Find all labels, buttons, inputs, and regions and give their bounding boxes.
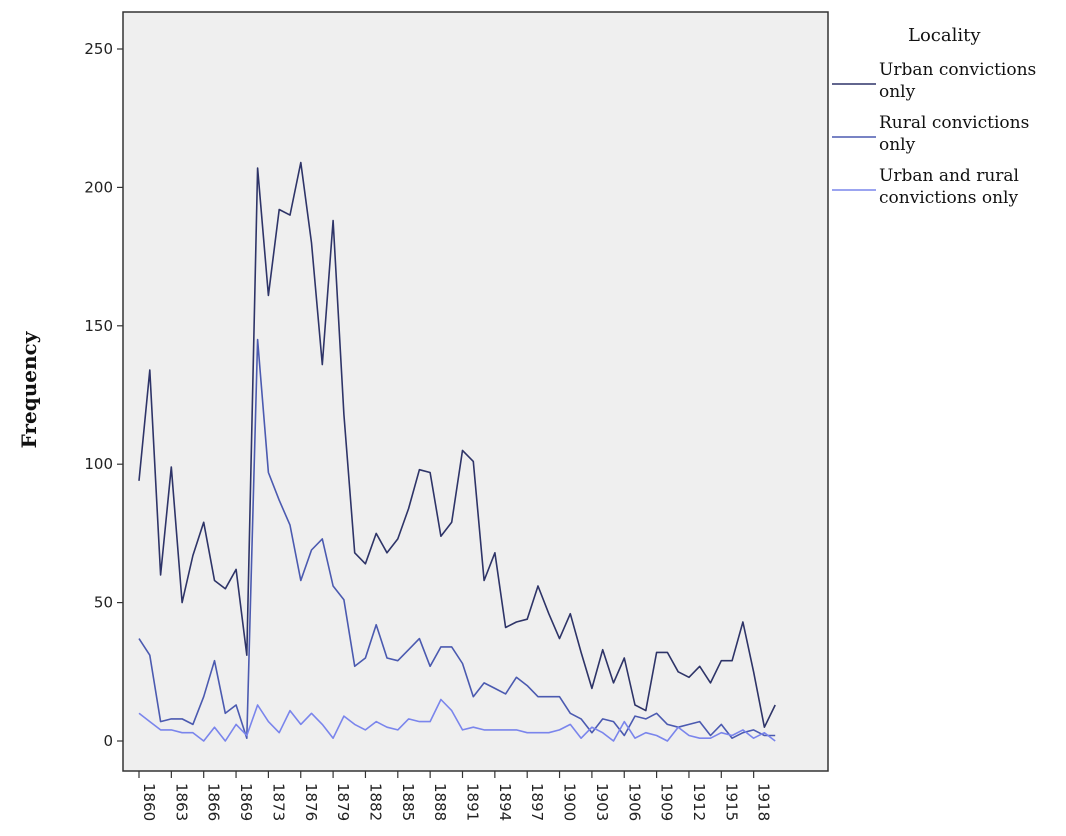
- legend-label-1: Urban convictions: [879, 60, 1036, 80]
- x-tick-label: 1879: [334, 783, 352, 821]
- x-tick-label: 1873: [269, 783, 287, 821]
- x-tick-label: 1869: [237, 783, 255, 821]
- legend-label-1: only: [879, 82, 916, 102]
- y-tick-label: 250: [84, 40, 113, 58]
- x-tick-label: 1918: [755, 783, 773, 821]
- series-line-3: [138, 698, 776, 742]
- y-tick-label: 200: [84, 178, 113, 196]
- x-tick-label: 1894: [496, 783, 514, 821]
- x-tick-label: 1876: [302, 783, 320, 821]
- x-tick-label: 1891: [464, 783, 482, 821]
- x-axis: 1860 1863 1866 1869 1873 1876 1879 1882 1885 1888…: [138, 771, 773, 821]
- y-tick-label: 100: [84, 455, 113, 473]
- x-tick-label: 1900: [561, 783, 579, 821]
- x-tick-label: 1903: [593, 783, 611, 821]
- x-tick-label: 1909: [658, 783, 676, 821]
- x-tick-label: 1897: [528, 783, 546, 821]
- x-tick-label: 1866: [205, 783, 223, 821]
- x-tick-label: 1860: [140, 783, 158, 821]
- x-tick-label: 1906: [625, 783, 643, 821]
- y-tick-label: 0: [103, 732, 113, 750]
- legend-label-2: Rural convictions: [879, 113, 1029, 133]
- x-tick-label: 1912: [690, 783, 708, 821]
- y-tick-label: 50: [94, 594, 113, 612]
- legend-label-3: Urban and rural: [879, 166, 1019, 186]
- series-line-1: [138, 161, 776, 729]
- x-tick-label: 1915: [722, 783, 740, 821]
- y-axis-title: Frequency: [17, 330, 41, 448]
- plot-area: [122, 11, 829, 772]
- y-tick-label: 150: [84, 317, 113, 335]
- x-tick-label: 1882: [366, 783, 384, 821]
- legend-label-2: only: [879, 135, 916, 155]
- x-tick-label: 1885: [399, 783, 417, 821]
- legend-label-3: convictions only: [879, 188, 1018, 208]
- legend-title: Locality: [908, 25, 981, 46]
- y-axis: 0 50 100 150 200 250: [84, 40, 123, 750]
- x-tick-label: 1888: [431, 783, 449, 821]
- x-tick-label: 1863: [172, 783, 190, 821]
- series-layer: [138, 161, 776, 742]
